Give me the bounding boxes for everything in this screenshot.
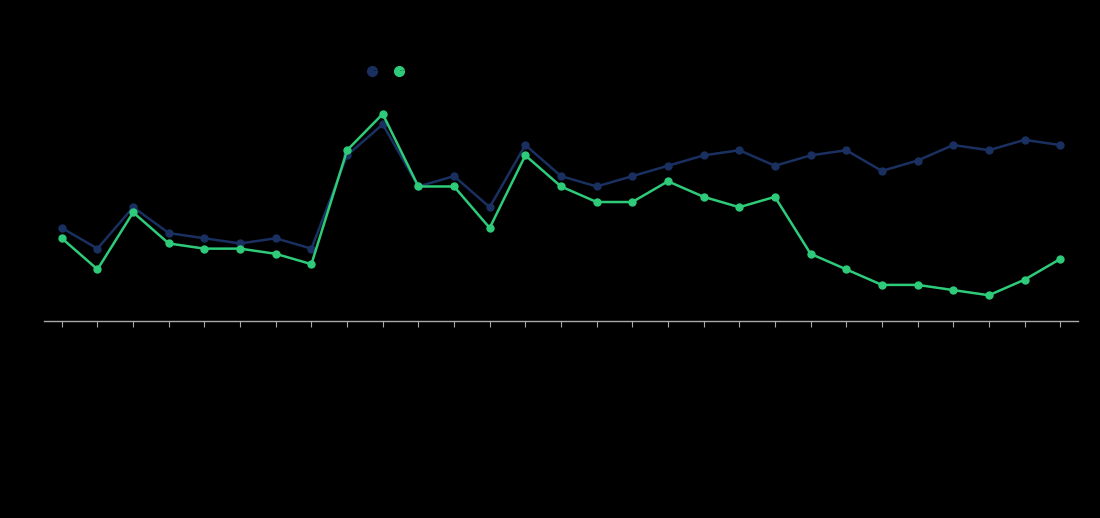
Legend: Total market avg daily volume, VIX avg quarterly close: Total market avg daily volume, VIX avg q… xyxy=(371,69,417,71)
